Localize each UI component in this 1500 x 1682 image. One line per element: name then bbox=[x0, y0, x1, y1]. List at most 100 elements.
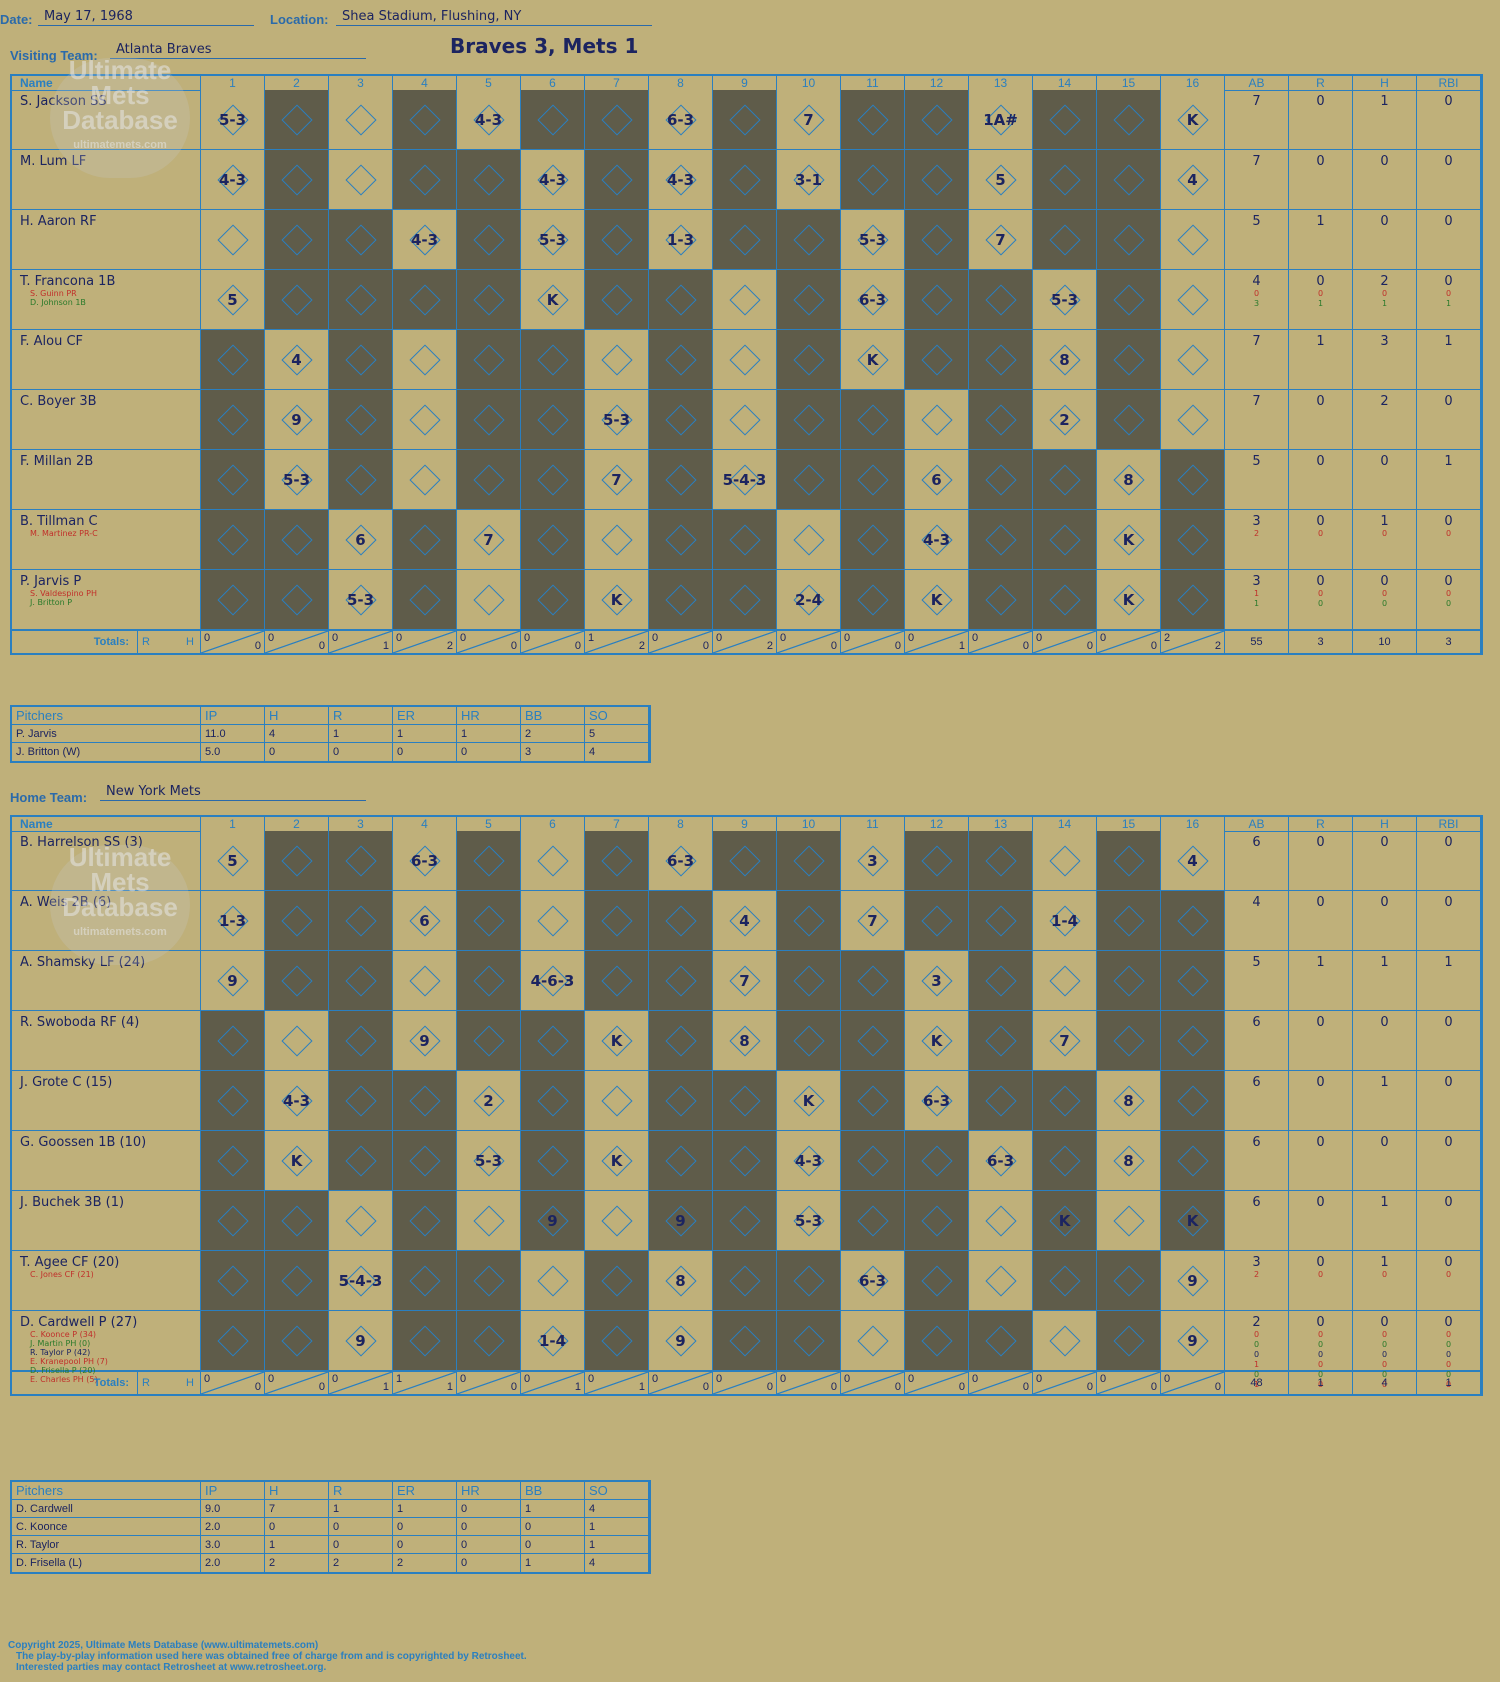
player-name-cell: T. Agee CF (20) C. Jones CF (21) bbox=[12, 1251, 201, 1311]
basepath-diamond bbox=[1048, 103, 1081, 136]
basepath-diamond bbox=[408, 1264, 441, 1297]
play-notation: 5-4-3 bbox=[338, 1271, 383, 1290]
basepath-diamond bbox=[856, 523, 889, 556]
stat-rbi: 0 bbox=[1417, 891, 1481, 951]
inning-cell: 1A# bbox=[969, 90, 1033, 150]
play-notation: K bbox=[1122, 530, 1135, 549]
inning-cell: 6-3 bbox=[841, 1251, 905, 1311]
inning-runs: 0 bbox=[908, 1373, 915, 1385]
inning-cell bbox=[841, 1311, 905, 1371]
basepath-diamond bbox=[216, 1024, 249, 1057]
play-notation: 9 bbox=[1187, 1331, 1198, 1350]
inning-cell bbox=[457, 210, 521, 270]
inning-cell bbox=[201, 450, 265, 510]
play-notation: 3-1 bbox=[794, 170, 823, 189]
inning-cell bbox=[393, 150, 457, 210]
inning-hits: 0 bbox=[1150, 1381, 1157, 1393]
player-name: J. Buchek 3B (1) bbox=[20, 1195, 125, 1210]
play-notation: 3 bbox=[867, 851, 878, 870]
inning-cell bbox=[521, 450, 585, 510]
basepath-diamond bbox=[1048, 163, 1081, 196]
play-notation: 1-4 bbox=[538, 1331, 567, 1350]
inning-cell bbox=[1161, 510, 1225, 570]
basepath-diamond bbox=[984, 1324, 1017, 1357]
inning-cell bbox=[905, 390, 969, 450]
inning-cell bbox=[201, 1011, 265, 1071]
basepath-diamond bbox=[536, 1144, 569, 1177]
inning-runs: 0 bbox=[908, 632, 915, 644]
inning-cell bbox=[905, 150, 969, 210]
basepath-diamond bbox=[792, 403, 825, 436]
pitcher-column-header: H bbox=[265, 1482, 329, 1500]
basepath-diamond bbox=[600, 1324, 633, 1357]
inning-cell bbox=[713, 210, 777, 270]
inning-cell: 4-3 bbox=[521, 150, 585, 210]
pitcher-name: D. Cardwell bbox=[12, 1500, 201, 1518]
inning-cell: K bbox=[841, 330, 905, 390]
substitute-name: E. Charles PH (5) bbox=[30, 1375, 98, 1384]
inning-cell bbox=[457, 270, 521, 330]
play-notation: 1A# bbox=[983, 110, 1018, 129]
play-notation: 5-3 bbox=[1050, 290, 1079, 309]
basepath-diamond bbox=[280, 1324, 313, 1357]
inning-cell bbox=[329, 1011, 393, 1071]
inning-cell bbox=[649, 1071, 713, 1131]
inning-cell bbox=[713, 1311, 777, 1371]
total-stat: 48 bbox=[1225, 1372, 1289, 1394]
inning-cell: 9 bbox=[393, 1011, 457, 1071]
column-header: 1 bbox=[201, 76, 265, 91]
pitcher-stat: 5.0 bbox=[201, 743, 265, 761]
inning-cell bbox=[393, 1131, 457, 1191]
basepath-diamond bbox=[664, 904, 697, 937]
inning-hits: 0 bbox=[702, 640, 709, 652]
play-notation: 5 bbox=[227, 290, 238, 309]
stat-h: 0 bbox=[1353, 891, 1417, 951]
basepath-diamond bbox=[600, 283, 633, 316]
inning-cell bbox=[521, 1071, 585, 1131]
inning-cell bbox=[777, 951, 841, 1011]
basepath-diamond bbox=[984, 283, 1017, 316]
inning-cell bbox=[521, 1131, 585, 1191]
pitcher-stat: 1 bbox=[521, 1554, 585, 1572]
column-header: 6 bbox=[521, 76, 585, 91]
basepath-diamond bbox=[472, 163, 505, 196]
basepath-diamond bbox=[536, 1024, 569, 1057]
column-header: 3 bbox=[329, 817, 393, 832]
inning-hits: 1 bbox=[958, 640, 965, 652]
column-header: RBI bbox=[1417, 817, 1481, 832]
inning-cell bbox=[969, 1191, 1033, 1251]
play-notation: 5 bbox=[995, 170, 1006, 189]
stat-ab: 6 bbox=[1225, 1071, 1289, 1131]
inning-runs: 0 bbox=[716, 632, 723, 644]
stat-r: 0 bbox=[1289, 390, 1353, 450]
inning-cell bbox=[457, 1311, 521, 1371]
basepath-diamond bbox=[984, 844, 1017, 877]
inning-cell bbox=[1033, 90, 1097, 150]
inning-hits: 0 bbox=[894, 1381, 901, 1393]
play-notation: 4-6-3 bbox=[530, 971, 575, 990]
inning-cell: 5-3 bbox=[457, 1131, 521, 1191]
basepath-diamond bbox=[344, 1144, 377, 1177]
basepath-diamond bbox=[1176, 223, 1209, 256]
stat-r: 1 bbox=[1289, 210, 1353, 270]
stat-ab: 4 bbox=[1225, 891, 1289, 951]
stat-rbi: 0 bbox=[1417, 1191, 1481, 1251]
inning-cell: 2 bbox=[457, 1071, 521, 1131]
play-notation: 4 bbox=[1187, 170, 1198, 189]
play-notation: 6 bbox=[355, 530, 366, 549]
inning-cell bbox=[585, 150, 649, 210]
stat-r: 0 bbox=[1289, 1191, 1353, 1251]
visitors-scoresheet: Name 1 2 3 4 5 6 7 8 9 10 11 12 13 14 15 16 AB R H RBI S. Jac… bbox=[10, 74, 1483, 655]
basepath-diamond bbox=[536, 403, 569, 436]
pitcher-stat: 1 bbox=[585, 1518, 649, 1536]
